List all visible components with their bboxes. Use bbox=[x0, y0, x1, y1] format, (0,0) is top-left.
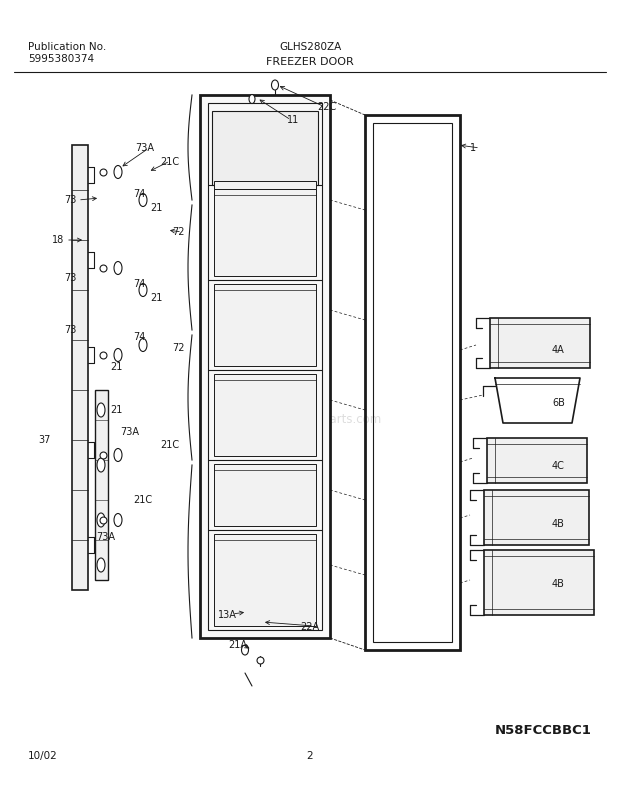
Text: 74: 74 bbox=[133, 332, 145, 342]
Text: 10/02: 10/02 bbox=[28, 751, 58, 761]
Text: 4B: 4B bbox=[552, 579, 565, 589]
Text: 74: 74 bbox=[133, 279, 145, 289]
Ellipse shape bbox=[114, 514, 122, 527]
Text: N58FCCBBC1: N58FCCBBC1 bbox=[495, 723, 592, 737]
Bar bbox=[214, 374, 316, 456]
Ellipse shape bbox=[139, 284, 147, 297]
Text: 22A: 22A bbox=[300, 622, 319, 632]
Bar bbox=[214, 189, 316, 276]
Bar bbox=[95, 390, 108, 580]
Text: eReplacementParts.com: eReplacementParts.com bbox=[238, 413, 382, 427]
Text: 21C: 21C bbox=[160, 440, 179, 450]
Ellipse shape bbox=[114, 262, 122, 274]
Ellipse shape bbox=[272, 80, 278, 90]
Text: 72: 72 bbox=[172, 227, 185, 237]
Text: 13A: 13A bbox=[218, 610, 237, 620]
Text: 73: 73 bbox=[64, 273, 76, 283]
Text: 4C: 4C bbox=[552, 461, 565, 471]
Text: 73A: 73A bbox=[120, 427, 139, 437]
Text: 21: 21 bbox=[150, 203, 162, 213]
Text: 4A: 4A bbox=[552, 345, 565, 355]
Text: 21: 21 bbox=[110, 362, 122, 372]
Text: 21: 21 bbox=[110, 405, 122, 415]
Text: 73: 73 bbox=[64, 325, 76, 335]
Text: 2: 2 bbox=[307, 751, 313, 761]
Bar bbox=[365, 115, 460, 650]
Text: 22C: 22C bbox=[317, 102, 336, 112]
Text: 21: 21 bbox=[150, 293, 162, 303]
Ellipse shape bbox=[249, 94, 255, 104]
Text: 74: 74 bbox=[133, 189, 145, 199]
Text: 1: 1 bbox=[470, 143, 476, 153]
Text: 72: 72 bbox=[172, 343, 185, 353]
Ellipse shape bbox=[97, 458, 105, 472]
Bar bbox=[200, 95, 330, 638]
Ellipse shape bbox=[242, 645, 249, 655]
Ellipse shape bbox=[114, 166, 122, 178]
Ellipse shape bbox=[114, 348, 122, 362]
Ellipse shape bbox=[97, 558, 105, 572]
Bar bbox=[208, 103, 322, 630]
Text: 73A: 73A bbox=[135, 143, 154, 153]
Bar bbox=[214, 284, 316, 366]
Ellipse shape bbox=[139, 193, 147, 206]
Text: GLHS280ZA: GLHS280ZA bbox=[279, 42, 341, 52]
Text: 5995380374: 5995380374 bbox=[28, 54, 94, 64]
Ellipse shape bbox=[97, 513, 105, 527]
Text: 73A: 73A bbox=[96, 532, 115, 542]
Text: 37: 37 bbox=[38, 435, 50, 445]
Bar bbox=[214, 534, 316, 626]
Text: FREEZER DOOR: FREEZER DOOR bbox=[266, 57, 354, 67]
Text: 21C: 21C bbox=[133, 495, 152, 505]
Text: 73: 73 bbox=[64, 195, 76, 205]
Text: Publication No.: Publication No. bbox=[28, 42, 106, 52]
Bar bbox=[214, 464, 316, 526]
Bar bbox=[212, 111, 318, 185]
Text: 18: 18 bbox=[52, 235, 64, 245]
Ellipse shape bbox=[139, 339, 147, 351]
Bar bbox=[487, 438, 587, 483]
Bar bbox=[484, 550, 594, 615]
Text: 4B: 4B bbox=[552, 519, 565, 529]
Text: 11: 11 bbox=[287, 115, 299, 125]
Ellipse shape bbox=[97, 403, 105, 417]
Text: 21A: 21A bbox=[228, 640, 247, 650]
Bar bbox=[484, 490, 589, 545]
Bar bbox=[373, 123, 452, 642]
Ellipse shape bbox=[114, 449, 122, 462]
Bar bbox=[72, 145, 88, 590]
Text: 6B: 6B bbox=[552, 398, 565, 408]
Bar bbox=[490, 318, 590, 368]
Bar bbox=[214, 181, 316, 189]
Text: 21C: 21C bbox=[160, 157, 179, 167]
